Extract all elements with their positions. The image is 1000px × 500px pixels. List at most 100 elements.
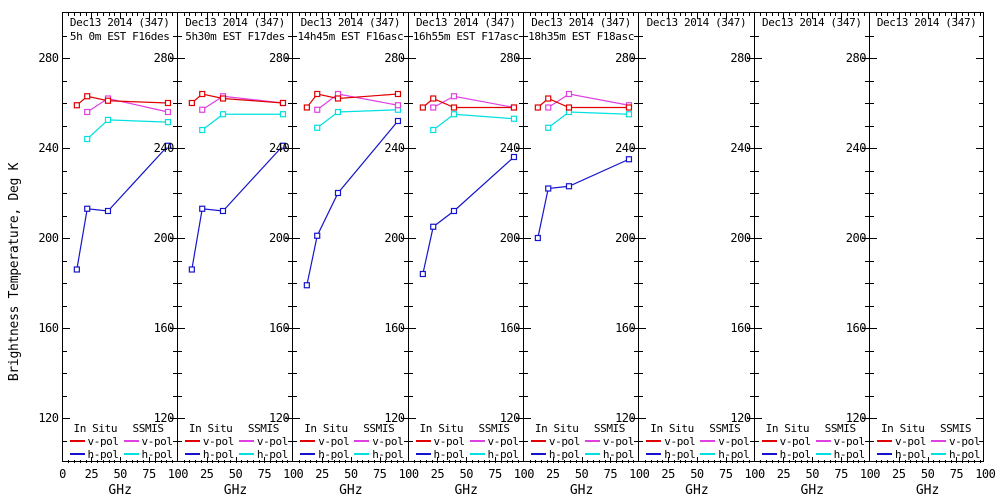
x-tick [333,460,335,463]
x-tick [212,13,214,16]
x-tick [691,13,693,16]
y-tick [754,418,762,419]
y-tick [754,125,759,127]
x-tick-label: 100 [167,467,189,481]
y-tick [861,328,869,329]
y-tick [749,125,754,127]
x-tick [258,13,260,16]
y-tick [864,373,869,374]
y-tick [177,260,182,262]
x-tick [702,460,704,463]
x-axis-label: GHz [339,483,363,498]
legend-ssmis-hpol-label: h-pol [602,448,635,461]
x-tick [973,13,975,16]
x-tick [939,13,941,16]
y-tick [177,170,182,172]
x-tick [281,460,283,463]
x-tick-label: 75 [488,467,502,481]
x-tick [760,13,762,16]
x-tick [310,460,312,463]
data-point-marker [625,156,632,163]
y-tick-label: 280 [384,51,405,65]
y-tick [288,215,293,217]
legend-ssmis-vpol-line [469,440,485,442]
y-tick [62,238,70,239]
data-point-marker [395,117,402,125]
x-tick [172,460,174,463]
y-tick [288,193,293,194]
x-tick [719,13,721,16]
series-line-in-situ-h-pol [191,145,284,270]
x-tick [598,13,600,16]
y-tick [515,58,523,59]
x-tick [535,13,537,16]
data-point-marker [279,99,286,107]
y-tick [523,148,531,149]
x-tick [777,460,779,463]
y-tick [869,305,874,307]
y-tick [754,350,759,352]
x-tick [875,13,877,16]
data-point-marker [625,111,632,118]
series-line-in-situ-h-pol [537,158,630,239]
y-tick-label: 120 [384,411,405,425]
y-tick [634,373,639,374]
legend-insitu-header: In Situ [304,422,348,435]
x-tick [933,460,935,463]
x-tick [316,13,318,16]
data-point-marker [545,95,552,102]
x-tick [339,13,341,16]
legend-insitu-header: In Situ [650,422,694,435]
y-tick [408,170,413,172]
x-tick [904,460,906,463]
x-tick [864,460,866,463]
legend-insitu-hpol-line [415,453,431,455]
x-tick [373,13,375,16]
y-tick [754,395,759,397]
y-tick [403,305,408,307]
y-tick [864,395,869,397]
x-tick [495,457,497,463]
x-tick-label: 75 [719,467,733,481]
y-tick [293,328,301,329]
y-tick [523,283,528,284]
y-tick [172,373,177,374]
x-tick [304,460,306,463]
x-tick [587,460,589,463]
x-tick [800,13,802,16]
y-tick-label: 120 [730,411,751,425]
x-tick [829,460,831,463]
y-tick [177,328,185,329]
x-tick [298,460,300,463]
x-tick-label: 50 [690,467,704,481]
y-tick [177,238,185,239]
y-tick [864,215,869,217]
data-point-marker [625,104,632,111]
x-tick [610,13,612,19]
y-tick [634,80,639,82]
y-tick [177,395,182,397]
x-tick [189,460,191,463]
x-tick [564,13,566,16]
x-axis-label: GHz [108,483,132,498]
y-tick [523,418,531,419]
y-tick [639,260,644,262]
y-tick-label: 280 [269,51,290,65]
y-tick [288,35,293,37]
x-tick [823,460,825,463]
y-tick [62,125,67,127]
y-tick [869,103,874,104]
x-tick-label: 25 [199,467,214,481]
x-tick [68,460,70,463]
y-tick-label: 160 [384,321,405,335]
x-tick [437,13,439,19]
x-tick [610,457,612,463]
x-tick [673,13,675,16]
legend-insitu-vpol-line [646,440,662,442]
y-tick [400,418,408,419]
y-tick [408,80,413,82]
y-tick [639,395,644,397]
y-tick [749,260,754,262]
legend-insitu-vpol-label: v-pol [87,435,120,448]
x-tick [350,457,352,463]
